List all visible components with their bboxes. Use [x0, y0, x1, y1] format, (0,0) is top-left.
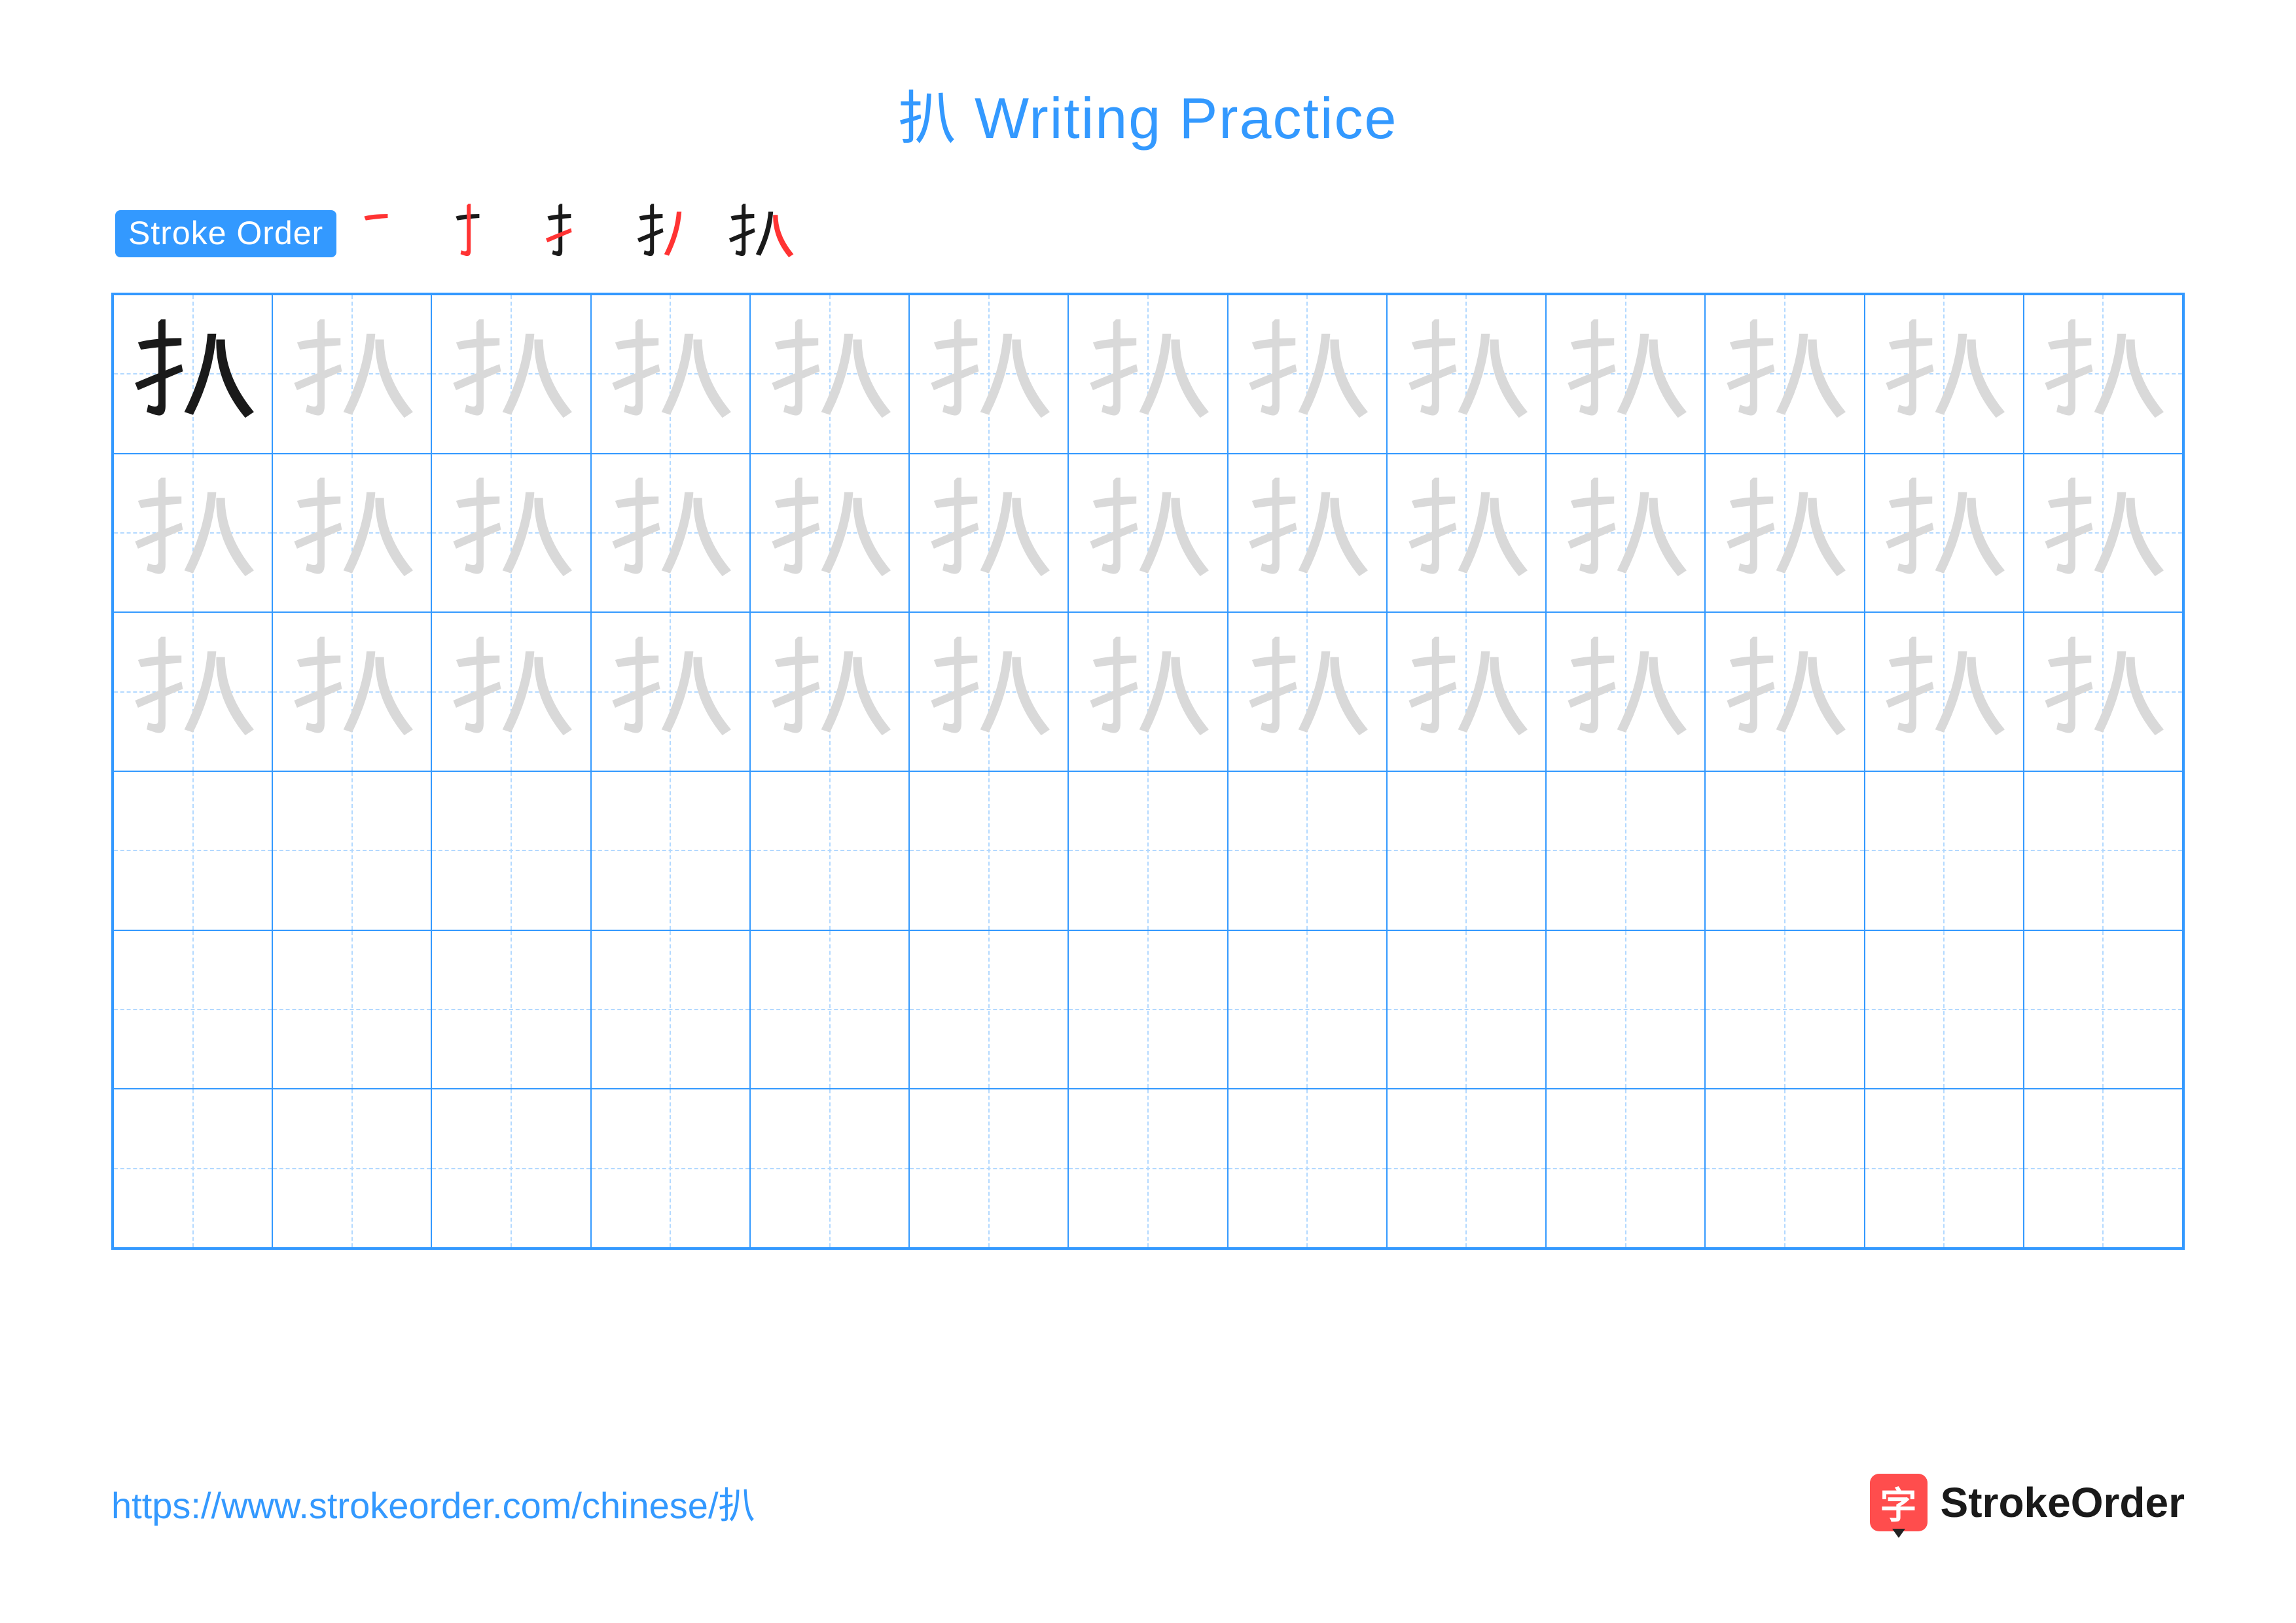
grid-cell [591, 771, 750, 930]
grid-cell [272, 454, 431, 613]
grid-cell [272, 1089, 431, 1248]
grid-cell [1865, 454, 2024, 613]
grid-cell [1546, 771, 1705, 930]
grid-cell [2024, 454, 2183, 613]
grid-cell [909, 930, 1068, 1089]
grid-cell [113, 295, 272, 454]
grid-cell [272, 295, 431, 454]
grid-cell [591, 612, 750, 771]
footer-logo: 字 StrokeOrder [1870, 1474, 2185, 1531]
grid-cell [431, 454, 590, 613]
grid-cell [591, 454, 750, 613]
grid-cell [1546, 1089, 1705, 1248]
stroke-step-4 [630, 194, 708, 273]
grid-cell [1865, 771, 2024, 930]
grid-cell [1546, 612, 1705, 771]
grid-cell [1068, 454, 1227, 613]
grid-cell [909, 454, 1068, 613]
grid-cell [1228, 612, 1387, 771]
logo-icon: 字 [1870, 1474, 1928, 1531]
grid-cell [750, 930, 909, 1089]
grid-cell [431, 612, 590, 771]
grid-cell [1228, 771, 1387, 930]
grid-cell [750, 771, 909, 930]
grid-cell [113, 612, 272, 771]
grid-cell [2024, 295, 2183, 454]
grid-cell [1387, 930, 1546, 1089]
grid-cell [1387, 771, 1546, 930]
grid-cell [2024, 930, 2183, 1089]
grid-cell [1865, 295, 2024, 454]
grid-cell [1865, 612, 2024, 771]
footer-url: https://www.strokeorder.com/chinese/扒 [111, 1476, 755, 1529]
grid-cell [272, 771, 431, 930]
grid-cell [1387, 612, 1546, 771]
grid-cell [2024, 612, 2183, 771]
grid-cell [1705, 930, 1864, 1089]
grid-cell [431, 1089, 590, 1248]
grid-cell [1546, 454, 1705, 613]
grid-cell [909, 295, 1068, 454]
footer: https://www.strokeorder.com/chinese/扒 字 … [111, 1474, 2185, 1531]
grid-cell [1705, 1089, 1864, 1248]
grid-cell [1705, 454, 1864, 613]
grid-cell [1546, 295, 1705, 454]
grid-cell [750, 612, 909, 771]
grid-cell [1228, 295, 1387, 454]
stroke-order-row: Stroke Order [111, 194, 2185, 273]
grid-cell [909, 612, 1068, 771]
grid-cell [272, 930, 431, 1089]
grid-cell [1705, 771, 1864, 930]
grid-cell [2024, 1089, 2183, 1248]
grid-cell [1387, 454, 1546, 613]
grid-cell [1865, 1089, 2024, 1248]
grid-cell [750, 454, 909, 613]
grid-cell [1068, 771, 1227, 930]
grid-cell [1546, 930, 1705, 1089]
stroke-steps-container [355, 194, 800, 273]
stroke-order-badge: Stroke Order [115, 210, 336, 257]
grid-cell [1228, 454, 1387, 613]
grid-cell [431, 771, 590, 930]
logo-text: StrokeOrder [1941, 1478, 2185, 1527]
grid-cell [750, 1089, 909, 1248]
grid-cell [1228, 930, 1387, 1089]
grid-cell [909, 771, 1068, 930]
page-title: 扒 Writing Practice [111, 72, 2185, 155]
grid-cell [272, 612, 431, 771]
grid-cell [1705, 295, 1864, 454]
grid-cell [2024, 771, 2183, 930]
grid-cell [1387, 295, 1546, 454]
stroke-step-5 [721, 194, 800, 273]
grid-cell [113, 454, 272, 613]
grid-cell [113, 930, 272, 1089]
grid-cell [1068, 295, 1227, 454]
grid-cell [1068, 1089, 1227, 1248]
grid-cell [1387, 1089, 1546, 1248]
grid-cell [909, 1089, 1068, 1248]
grid-cell [750, 295, 909, 454]
grid-cell [591, 1089, 750, 1248]
grid-cell [591, 295, 750, 454]
practice-grid [111, 293, 2185, 1250]
grid-cell [1865, 930, 2024, 1089]
grid-cell [1228, 1089, 1387, 1248]
grid-cell [113, 771, 272, 930]
grid-cell [1068, 930, 1227, 1089]
stroke-step-3 [538, 194, 617, 273]
grid-cell [1705, 612, 1864, 771]
grid-cell [591, 930, 750, 1089]
stroke-step-1 [355, 194, 433, 273]
stroke-step-2 [446, 194, 525, 273]
grid-cell [431, 930, 590, 1089]
grid-cell [431, 295, 590, 454]
grid-cell [113, 1089, 272, 1248]
grid-cell [1068, 612, 1227, 771]
